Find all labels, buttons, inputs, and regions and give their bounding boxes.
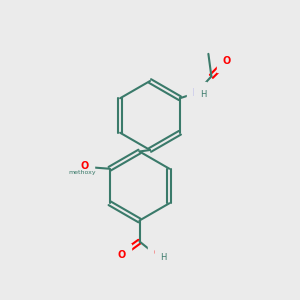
Text: H: H xyxy=(160,254,167,262)
Text: N: N xyxy=(192,88,200,98)
Text: O: O xyxy=(117,250,126,260)
Text: O: O xyxy=(222,56,230,66)
Text: H: H xyxy=(200,90,206,99)
Text: methoxy: methoxy xyxy=(69,170,96,175)
Text: O: O xyxy=(81,161,89,171)
Text: O: O xyxy=(154,248,162,259)
